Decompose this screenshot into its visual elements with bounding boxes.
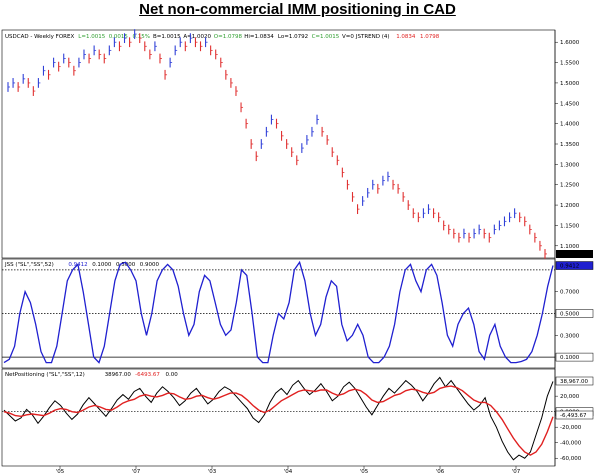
jss-value-box (555, 309, 594, 318)
jss-value-box-label: 0.9412 (560, 264, 579, 270)
jss-y-tick-label: 0.7000 (560, 290, 580, 296)
price-last-value: 1.0015 (560, 253, 580, 259)
netpos-header-field: 0.00 (166, 372, 179, 378)
netpos-y-tick-label: -20,000 (560, 425, 582, 431)
price-header-field: 1.0798 (420, 34, 440, 40)
price-y-tick-label: 1.3500 (560, 142, 580, 148)
price-y-tick-label: 1.3000 (560, 162, 580, 168)
price-header-field: Lo=1.0792 (278, 34, 308, 40)
price-header-label: USDCAD - Weekly FOREX (5, 34, 74, 40)
netpos-header-label: NetPositioning ("SL","SS",12) (5, 372, 85, 378)
netpos-value-box (555, 410, 594, 420)
jss-line (3, 260, 554, 364)
price-header-field: 0.0015 (109, 34, 129, 40)
price-header-field: L=1.0015 (78, 34, 105, 40)
price-header-field: B=1.0015 (153, 34, 181, 40)
price-header-field: 0.15% (133, 34, 150, 40)
price-y-tick-label: 1.4000 (560, 122, 580, 128)
jss-value-box (555, 352, 594, 362)
price-header-field: Hi=1.0834 (244, 34, 274, 40)
price-header-field: V=0 (342, 34, 354, 40)
price-header-field: C=1.0015 (312, 34, 340, 40)
x-tick-label: '06 (436, 469, 445, 474)
jss-header-field: 0.9000 (140, 262, 160, 268)
jss-header-field: 0.1000 (92, 262, 112, 268)
price-y-tick-label: 1.5500 (560, 61, 580, 67)
jss-header-label: JSS ("SL","SS",52) (4, 262, 54, 268)
price-y-tick-label: 1.1500 (560, 223, 580, 229)
netpos-value-box-label: 38,967.00 (560, 379, 588, 385)
netpos-y-tick-label: -40,000 (560, 441, 582, 447)
x-tick-label: '04 (284, 469, 293, 474)
price-header-field: O=1.0798 (214, 34, 243, 40)
jss-value-box-label: 0.5000 (560, 312, 580, 318)
jss-header-field: 0.5000 (116, 262, 136, 268)
price-header-field: A=1.0020 (183, 34, 211, 40)
netpos-average-line (3, 385, 554, 456)
netpos-y-tick-label: 20,000 (560, 394, 580, 400)
price-y-tick-label: 1.6000 (560, 40, 580, 46)
jss-value-box (555, 261, 594, 270)
price-y-tick-label: 1.2000 (560, 203, 580, 209)
netpos-value-box (555, 376, 594, 386)
x-tick-label: '05 (360, 469, 369, 474)
x-tick-label: '07 (132, 469, 141, 474)
panel-frame (1, 29, 556, 259)
jss-y-tick-label: 0.3000 (560, 333, 580, 339)
netpos-y-tick-label: -60,000 (560, 456, 582, 462)
x-tick-label: '03 (208, 469, 217, 474)
netpos-header-field: -6493.67 (135, 372, 160, 378)
price-y-tick-label: 1.1000 (560, 244, 580, 250)
netpos-header-field: 38967.00 (105, 372, 132, 378)
price-y-tick-label: 1.2500 (560, 183, 580, 189)
panel-frame (1, 368, 556, 467)
chart-title: Net non-commercial IMM positioning in CA… (139, 1, 456, 18)
x-tick-label: '07 (512, 469, 521, 474)
price-header-field: 1.0834 (396, 34, 416, 40)
price-header-field: JSTREND (4) (355, 34, 390, 40)
x-tick-label: '05 (56, 469, 65, 474)
netpos-net-line (3, 376, 554, 461)
price-last-box (556, 250, 593, 258)
jss-value-box-label: 0.1000 (560, 355, 580, 361)
price-y-tick-label: 1.4500 (560, 101, 580, 107)
price-y-tick-label: 1.5000 (560, 81, 580, 87)
netpos-value-box-label: -6,493.67 (560, 413, 587, 419)
